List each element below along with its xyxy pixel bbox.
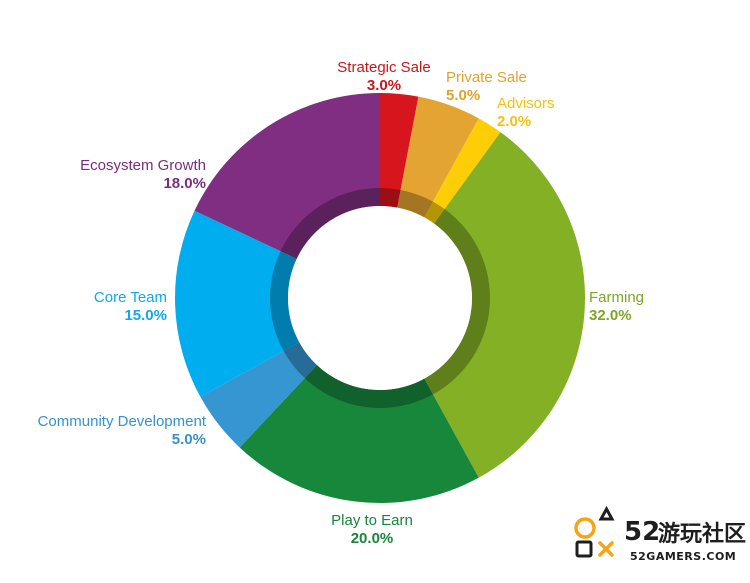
slice-value-farming: 32.0%	[589, 307, 632, 324]
slice-community-development	[200, 342, 318, 448]
slice-shadow-private-sale	[397, 189, 433, 218]
gamepad-symbols-icon	[574, 505, 615, 558]
slice-label-strategic-sale: Strategic Sale	[337, 59, 430, 76]
slice-shadow-advisors	[424, 201, 445, 224]
slice-advisors	[424, 118, 501, 224]
slice-label-advisors: Advisors	[497, 95, 555, 112]
slice-shadow-farming	[424, 209, 491, 395]
watermark-logo: 52 游玩社区 52GAMERS.COM	[574, 505, 746, 563]
slice-strategic-sale	[380, 93, 419, 208]
watermark-chinese: 游玩社区	[658, 521, 746, 547]
slice-shadow-strategic-sale	[380, 188, 401, 208]
slice-value-play-to-earn: 20.0%	[351, 530, 394, 547]
slice-label-farming: Farming	[589, 289, 644, 306]
donut-hole	[288, 206, 472, 390]
slice-private-sale	[397, 96, 479, 218]
slice-shadow-ecosystem-growth	[280, 188, 380, 259]
slice-label-core-team: Core Team	[94, 289, 167, 306]
slice-label-play-to-earn: Play to Earn	[331, 512, 413, 529]
slice-value-core-team: 15.0%	[124, 307, 167, 324]
slices-layer	[175, 93, 586, 503]
slice-farming	[424, 132, 586, 478]
slice-value-ecosystem-growth: 18.0%	[163, 175, 206, 192]
slice-ecosystem-growth	[194, 93, 380, 259]
slice-shadow-community-development	[283, 342, 318, 379]
slice-value-advisors: 2.0%	[497, 113, 531, 130]
slice-label-community-development: Community Development	[38, 413, 207, 430]
slice-play-to-earn	[239, 365, 479, 503]
slice-shadow-core-team	[270, 251, 300, 351]
slice-value-private-sale: 5.0%	[446, 87, 480, 104]
inner-shadow-ring	[270, 188, 491, 408]
slice-core-team	[175, 210, 300, 397]
slice-value-community-development: 5.0%	[172, 431, 206, 448]
slice-shadow-play-to-earn	[304, 365, 433, 408]
slice-value-strategic-sale: 3.0%	[367, 77, 401, 94]
watermark-number: 52	[624, 517, 660, 547]
slice-label-ecosystem-growth: Ecosystem Growth	[80, 157, 206, 174]
slice-label-private-sale: Private Sale	[446, 69, 527, 86]
watermark-url: 52GAMERS.COM	[630, 550, 736, 563]
